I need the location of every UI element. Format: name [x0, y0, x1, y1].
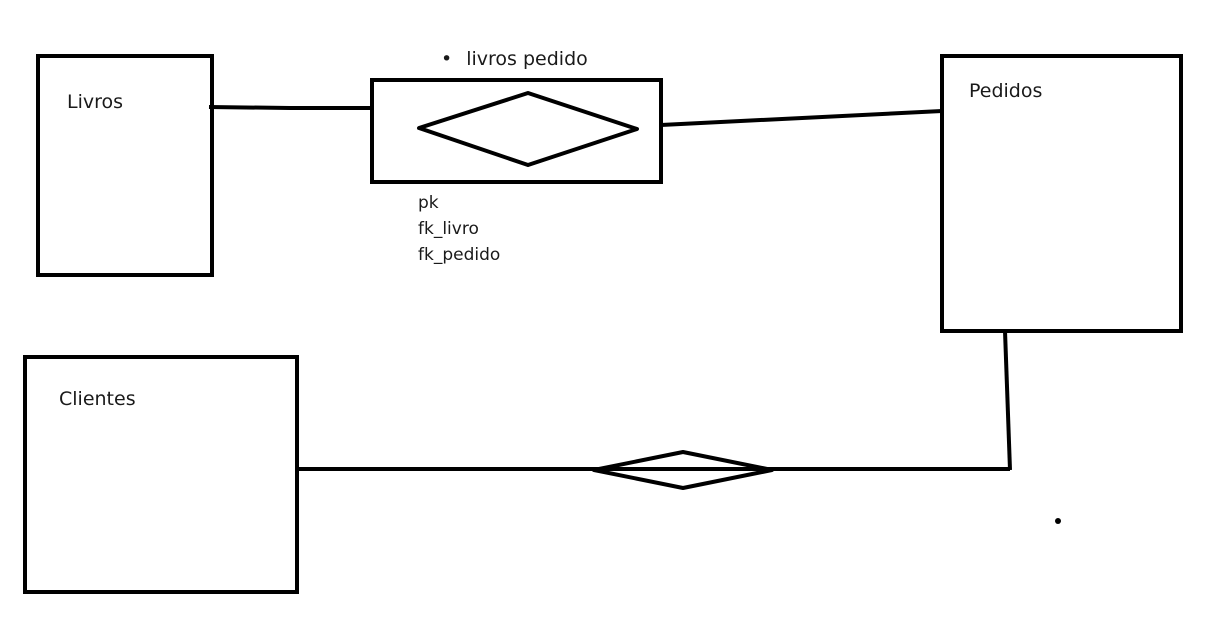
relationship-diamond-clientes-pedidos: [592, 450, 774, 490]
entity-pedidos-box: [940, 54, 1183, 333]
associative-entity-box: [370, 78, 663, 184]
entity-clientes-label: Clientes: [59, 388, 136, 410]
attribute-pk: pk: [418, 193, 439, 213]
bullet-icon: •: [441, 48, 453, 70]
stray-dot: [1055, 518, 1061, 524]
entity-livros-box: [36, 54, 214, 277]
connector-livros-to-livros-pedido: [208, 105, 372, 110]
associative-entity-name: livros pedido: [466, 48, 588, 70]
entity-pedidos-label: Pedidos: [969, 80, 1043, 102]
associative-entity-title: • livros pedido: [441, 50, 588, 69]
connector-pedidos-down: [1003, 330, 1012, 471]
entity-clientes-box: [23, 355, 299, 594]
connector-livros-pedido-to-pedidos: [660, 109, 943, 127]
attribute-fk-livro: fk_livro: [418, 219, 479, 239]
attribute-fk-pedido: fk_pedido: [418, 245, 501, 265]
entity-livros-label: Livros: [67, 91, 124, 113]
relationship-diamond-livros-pedidos: [417, 91, 639, 167]
